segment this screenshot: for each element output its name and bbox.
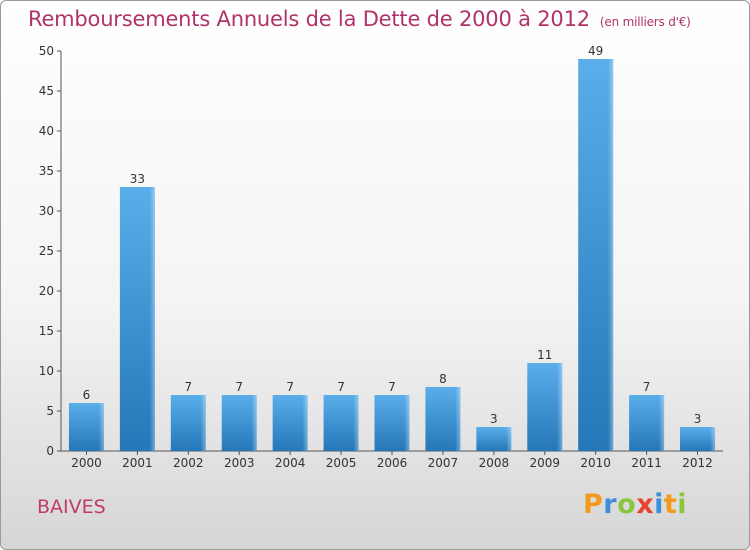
place-name: BAIVES [37,496,106,518]
bar-highlight [476,427,512,451]
x-tick-label: 2012 [682,456,713,470]
brand-letter: x [636,489,655,520]
bar-value-label: 7 [388,380,396,394]
bar-value-label: 7 [643,380,651,394]
y-tick-label: 15 [39,324,54,338]
bar-value-label: 7 [337,380,345,394]
y-tick-label: 30 [39,204,54,218]
x-tick-label: 2000 [71,456,102,470]
bar-highlight [119,187,155,451]
bar-value-label: 7 [184,380,192,394]
unit-label: (en milliers d'€) [599,15,691,29]
bar-value-label: 11 [537,348,552,362]
brand-letter: t [663,489,678,520]
brand-letter: i [654,489,664,520]
proxiti-logo: Proxiti [583,489,687,520]
x-tick-label: 2004 [275,456,306,470]
brand-letter: P [583,489,604,520]
brand-letter: o [617,489,637,520]
bar-highlight [170,395,206,451]
y-tick-label: 0 [46,444,54,458]
x-tick-label: 2008 [479,456,510,470]
bar-value-label: 8 [439,372,447,386]
bar-value-label: 3 [694,412,702,426]
bar-highlight [323,395,359,451]
x-tick-label: 2003 [224,456,255,470]
y-tick-label: 25 [39,244,54,258]
title-text: Remboursements Annuels de la Dette de 20… [28,7,590,31]
bar-highlight [221,395,257,451]
bar-value-label: 49 [588,44,603,58]
bar-value-label: 3 [490,412,498,426]
bar-highlight [527,363,563,451]
bar-value-label: 6 [83,388,91,402]
data-labels: 6 33 7 7 7 7 7 8 3 11 49 7 3 [83,44,702,426]
x-tick-label: 2001 [122,456,153,470]
y-tick-label: 45 [39,84,54,98]
bar-highlight [374,395,410,451]
bar-highlight [272,395,308,451]
bar-highlight [578,59,614,451]
brand-letter: i [677,489,688,520]
x-tick-label: 2007 [428,456,459,470]
brand-letter: r [603,489,618,520]
bar-highlight [680,427,716,451]
x-tick-label: 2010 [580,456,611,470]
bar-value-label: 33 [130,172,145,186]
x-tick-label: 2002 [173,456,204,470]
y-tick-label: 20 [39,284,54,298]
bar-highlight [68,403,104,451]
y-axis: 0 5 10 15 20 25 30 35 40 45 50 [39,44,62,458]
x-tick-label: 2005 [326,456,357,470]
x-axis: 2000 2001 2002 2003 2004 2005 2006 2007 2008 2009… [61,450,723,470]
bar-highlight [425,387,461,451]
x-tick-label: 2009 [529,456,560,470]
y-tick-label: 40 [39,124,54,138]
x-tick-label: 2011 [631,456,662,470]
y-tick-label: 50 [39,44,54,58]
bar-highlight [629,395,665,451]
y-tick-label: 35 [39,164,54,178]
y-tick-label: 10 [39,364,54,378]
bars [68,59,716,451]
chart-title: Remboursements Annuels de la Dette de 20… [28,7,691,31]
bar-value-label: 7 [235,380,243,394]
x-tick-label: 2006 [377,456,408,470]
y-tick-label: 5 [46,404,54,418]
bar-value-label: 7 [286,380,294,394]
